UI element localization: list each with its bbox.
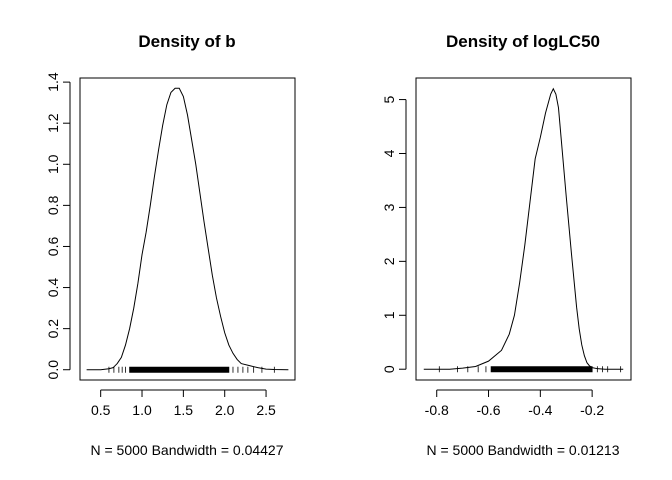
x-label-loglc50: N = 5000 Bandwidth = 0.01213 (426, 442, 619, 458)
plot-box-b (79, 77, 296, 381)
y-tick-label: 3 (381, 203, 397, 211)
chart-title-b: Density of b (138, 32, 235, 51)
y-tick-label: 1.0 (45, 154, 61, 174)
rug-b (108, 366, 275, 373)
x-tick-label: -0.4 (528, 402, 552, 418)
y-tick-label: 2 (381, 257, 397, 265)
x-tick-label: -0.8 (425, 402, 449, 418)
x-tick-label: 0.5 (91, 402, 111, 418)
x-tick-label: -0.2 (580, 402, 604, 418)
y-tick-label: 4 (381, 149, 397, 157)
y-axis-loglc50: 0 1 2 3 4 5 (381, 95, 407, 373)
y-tick-label: 0 (381, 365, 397, 373)
y-tick-label: 5 (381, 95, 397, 103)
y-tick-label: 0.4 (45, 278, 61, 298)
panel-density-b: Density of b 0.5 1.0 1.5 2.0 2.5 0.00.20.40.… (45, 32, 296, 458)
y-tick-label: 1.4 (45, 72, 61, 92)
x-tick-label: 1.5 (174, 402, 194, 418)
x-tick-label: 1.0 (132, 402, 152, 418)
x-axis-b: 0.5 1.0 1.5 2.0 2.5 (91, 389, 276, 418)
x-tick-label: 2.5 (256, 402, 276, 418)
rug-ticks (438, 366, 622, 373)
x-tick-label: 2.0 (215, 402, 235, 418)
y-tick-label: 0.8 (45, 195, 61, 215)
density-curve-b (86, 87, 289, 371)
y-tick-label: 1 (381, 311, 397, 319)
y-tick-label: 0.0 (45, 360, 61, 380)
y-tick-label: 0.2 (45, 319, 61, 339)
y-tick-label: 1.2 (45, 113, 61, 133)
density-curve-loglc50 (423, 87, 624, 370)
y-axis-b: 0.0 0.2 0.4 0.6 0.8 1.0 1.2 1.4 (45, 72, 71, 380)
x-tick-label: -0.6 (476, 402, 500, 418)
y-tick-label: 0.6 (45, 237, 61, 257)
rug-loglc50 (438, 366, 622, 373)
panel-density-loglc50: Density of logLC50 -0.8 -0.6 -0.4 -0.2 0 1 2 3… (381, 32, 632, 458)
rug-ticks (108, 366, 275, 373)
plot-box-loglc50 (415, 77, 632, 381)
chart-title-loglc50: Density of logLC50 (446, 32, 600, 51)
x-label-b: N = 5000 Bandwidth = 0.04427 (90, 442, 283, 458)
x-axis-loglc50: -0.8 -0.6 -0.4 -0.2 (425, 389, 604, 418)
